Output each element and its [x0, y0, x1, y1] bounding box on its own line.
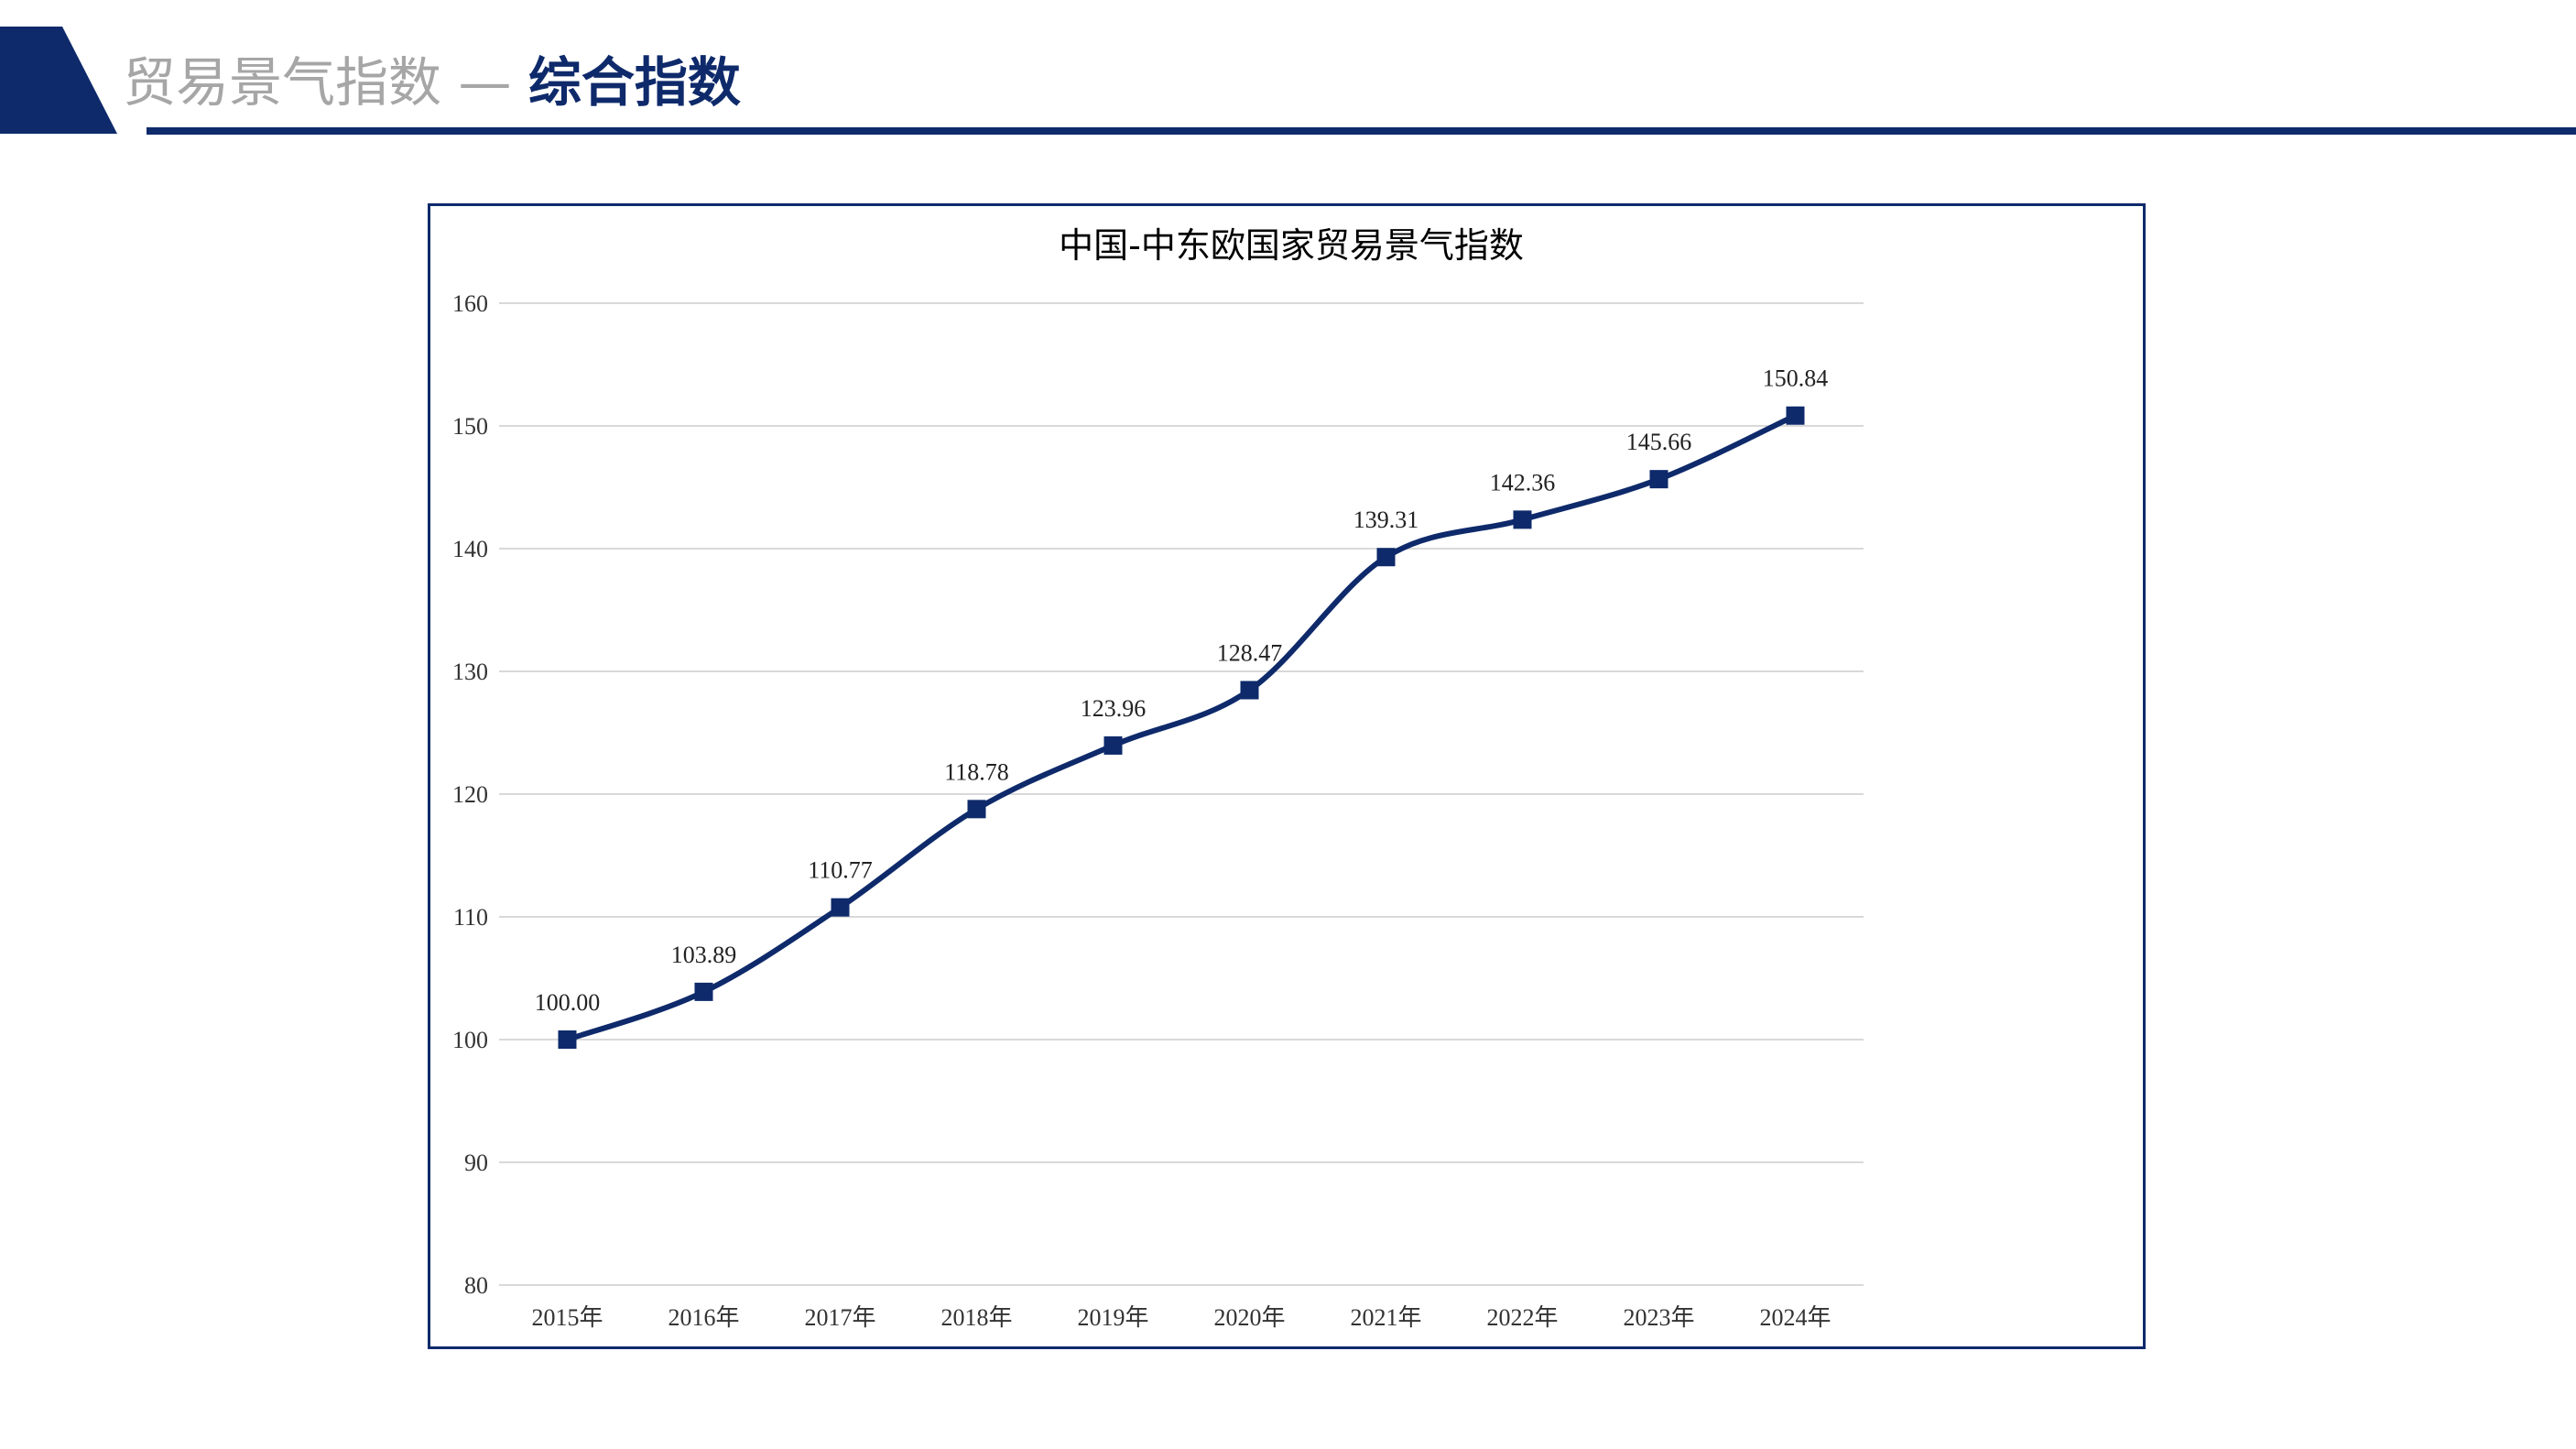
data-point-marker [1376, 548, 1396, 567]
data-label: 128.47 [1217, 640, 1283, 667]
y-tick-label: 110 [453, 904, 488, 931]
header-corner-block [0, 27, 117, 134]
data-label: 139.31 [1353, 507, 1419, 533]
x-axis-tick-labels: 2015年 2016年 2017年 2018年 2019年 2020年 2021年 2022年… [531, 1304, 1831, 1331]
x-tick-label: 2022年 [1486, 1304, 1558, 1331]
data-point-marker [1103, 735, 1123, 755]
y-tick-label: 120 [452, 781, 488, 808]
data-label: 142.36 [1490, 469, 1556, 496]
chart-title: 中国-中东欧国家贸易景气指数 [1059, 225, 1524, 266]
chart-frame: 中国-中东欧国家贸易景气指数 80 90 100 110 120 130 140 150 160… [428, 203, 2146, 1349]
data-label: 110.77 [808, 857, 873, 884]
y-axis-tick-labels: 80 90 100 110 120 130 140 150 160 [452, 290, 488, 1299]
data-point-marker [1513, 510, 1532, 529]
x-tick-label: 2020年 [1213, 1304, 1285, 1331]
data-point-marker [694, 982, 713, 1001]
data-point-marker [1649, 470, 1668, 489]
y-tick-label: 140 [452, 536, 488, 562]
page-title-separator: — [458, 51, 512, 114]
header-rule [147, 127, 2576, 135]
page-title-main: 贸易景气指数 [123, 51, 442, 114]
data-label: 103.89 [671, 942, 737, 968]
data-point-marker [967, 800, 986, 819]
y-tick-label: 130 [452, 659, 488, 685]
data-point-marker [831, 898, 850, 917]
data-label: 118.78 [944, 758, 1009, 785]
x-tick-label: 2016年 [668, 1304, 739, 1331]
data-point-marker [1786, 406, 1805, 425]
x-tick-label: 2024年 [1759, 1304, 1831, 1331]
y-tick-label: 80 [464, 1272, 488, 1299]
x-tick-label: 2018年 [940, 1304, 1012, 1331]
y-tick-label: 100 [452, 1027, 488, 1053]
data-label-layer: 100.00 103.89 110.77 118.78 123.96 128.47 139.… [535, 365, 1829, 1016]
data-label: 145.66 [1626, 429, 1692, 455]
y-tick-label: 90 [464, 1149, 488, 1176]
data-point-marker [1240, 681, 1259, 700]
x-tick-label: 2017年 [804, 1304, 875, 1331]
x-tick-label: 2021年 [1350, 1304, 1421, 1331]
data-point-marker [558, 1030, 577, 1049]
header-banner [0, 27, 2576, 135]
marker-layer [558, 406, 1805, 1049]
data-label: 100.00 [535, 989, 601, 1016]
line-chart: 中国-中东欧国家贸易景气指数 80 90 100 110 120 130 140 150 160… [452, 225, 1864, 1331]
grid-lines [499, 302, 1864, 1286]
series-line [564, 412, 1799, 1042]
y-tick-label: 160 [452, 290, 488, 317]
data-label: 123.96 [1081, 695, 1147, 722]
page-title: 贸易景气指数 — 综合指数 [123, 46, 741, 119]
y-tick-label: 150 [452, 413, 488, 440]
x-tick-label: 2015年 [531, 1304, 603, 1331]
x-tick-label: 2019年 [1077, 1304, 1148, 1331]
page-title-accent: 综合指数 [527, 51, 741, 114]
series-layer [564, 412, 1799, 1042]
x-tick-label: 2023年 [1623, 1304, 1694, 1331]
data-label: 150.84 [1763, 365, 1829, 392]
